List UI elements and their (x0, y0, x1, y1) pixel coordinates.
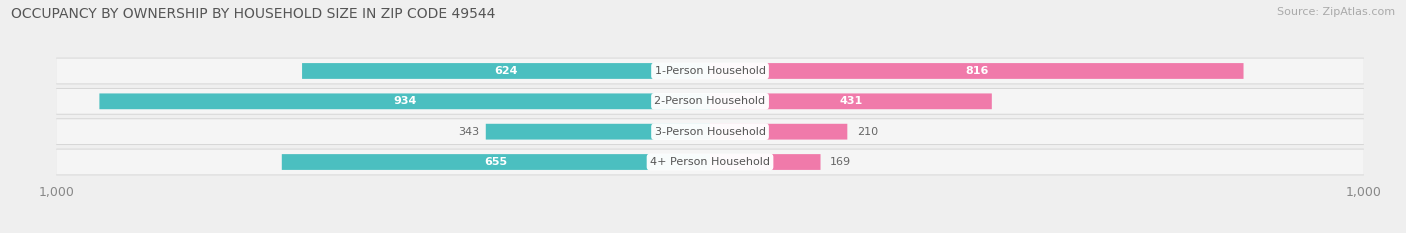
FancyBboxPatch shape (56, 118, 1364, 145)
FancyBboxPatch shape (710, 93, 991, 109)
FancyBboxPatch shape (56, 150, 1364, 175)
Text: 169: 169 (831, 157, 852, 167)
Text: 2-Person Household: 2-Person Household (654, 96, 766, 106)
FancyBboxPatch shape (56, 58, 1364, 84)
FancyBboxPatch shape (281, 154, 710, 170)
FancyBboxPatch shape (100, 93, 710, 109)
FancyBboxPatch shape (56, 89, 1364, 114)
Text: 4+ Person Household: 4+ Person Household (650, 157, 770, 167)
FancyBboxPatch shape (56, 88, 1364, 115)
FancyBboxPatch shape (56, 58, 1364, 83)
FancyBboxPatch shape (486, 124, 710, 140)
FancyBboxPatch shape (710, 124, 848, 140)
FancyBboxPatch shape (302, 63, 710, 79)
FancyBboxPatch shape (710, 63, 1243, 79)
Text: 624: 624 (495, 66, 517, 76)
FancyBboxPatch shape (56, 149, 1364, 175)
Text: 210: 210 (858, 127, 879, 137)
FancyBboxPatch shape (56, 119, 1364, 144)
Text: 934: 934 (394, 96, 416, 106)
Text: 1-Person Household: 1-Person Household (655, 66, 765, 76)
Text: 816: 816 (965, 66, 988, 76)
Text: OCCUPANCY BY OWNERSHIP BY HOUSEHOLD SIZE IN ZIP CODE 49544: OCCUPANCY BY OWNERSHIP BY HOUSEHOLD SIZE… (11, 7, 496, 21)
FancyBboxPatch shape (710, 154, 821, 170)
Text: 431: 431 (839, 96, 862, 106)
Text: 343: 343 (458, 127, 479, 137)
Text: Source: ZipAtlas.com: Source: ZipAtlas.com (1277, 7, 1395, 17)
Text: 655: 655 (484, 157, 508, 167)
Text: 3-Person Household: 3-Person Household (655, 127, 765, 137)
